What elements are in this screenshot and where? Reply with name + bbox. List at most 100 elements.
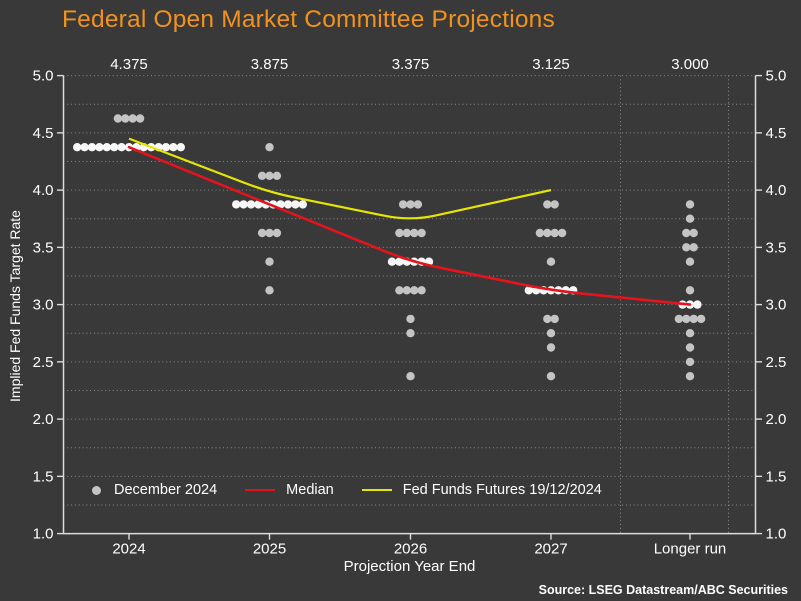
projection-dot (685, 357, 695, 367)
projection-dot (685, 372, 695, 381)
projection-dot (257, 228, 267, 238)
projection-dot (254, 200, 263, 209)
projection-dot (546, 343, 556, 352)
y-tick-label-left: 1.0 (33, 526, 54, 543)
projection-dot (73, 143, 82, 152)
projection-dot (674, 314, 684, 324)
projection-dot (395, 228, 404, 238)
projection-dot (239, 200, 248, 209)
projection-dot (95, 143, 104, 152)
projection-dot (135, 114, 145, 123)
median-top-label: 3.875 (251, 56, 289, 73)
projection-dot (283, 200, 293, 209)
projection-dot (406, 329, 415, 338)
y-tick-label-left: 2.5 (33, 354, 54, 371)
projection-dot (550, 200, 559, 209)
median-line (127, 145, 692, 306)
y-tick-label-left: 4.0 (33, 182, 54, 199)
futures-line-legend-marker (361, 489, 392, 491)
y-tick-label-right: 2.5 (766, 354, 787, 371)
projection-dot (550, 228, 559, 238)
y-tick-label-right: 1.5 (766, 468, 787, 485)
projection-dot (682, 228, 691, 238)
y-tick-label-right: 4.0 (766, 182, 787, 199)
projection-dot (685, 329, 695, 338)
y-tick-label-right: 3.0 (766, 297, 787, 314)
y-tick-label-left: 1.5 (33, 468, 54, 485)
projection-dot (121, 114, 130, 123)
projection-dot (410, 228, 419, 238)
projection-dot (276, 200, 285, 209)
y-tick-label-right: 2.0 (766, 411, 787, 428)
projection-dot (265, 286, 274, 295)
projection-dot (176, 143, 185, 152)
projection-dot (546, 329, 556, 338)
projection-dot (413, 200, 423, 209)
projection-dot (689, 243, 698, 252)
projection-dot (387, 257, 397, 266)
projection-dot (543, 314, 552, 324)
gray-dot-legend-marker (92, 485, 101, 495)
projection-dot (110, 143, 119, 152)
median-top-label: 4.375 (110, 56, 148, 73)
source-note: Source: LSEG Datastream/ABC Securities (538, 583, 788, 597)
x-category-label: 2026 (394, 541, 427, 558)
projection-dot (406, 314, 415, 324)
projection-dot (546, 372, 556, 381)
median-top-label: 3.000 (671, 56, 709, 73)
y-tick-label-right: 5.0 (766, 68, 787, 85)
projection-dot (685, 286, 695, 295)
y-tick-label-left: 2.0 (33, 411, 54, 428)
legend-label-fed-funds-futures: Fed Funds Futures 19/12/2024 (402, 482, 602, 498)
projection-dot (395, 286, 404, 295)
y-axis-title: Implied Fed Funds Target Rate (7, 210, 23, 402)
projection-dot (272, 171, 282, 180)
projection-dot (128, 114, 137, 123)
projection-dot (398, 200, 408, 209)
legend: December 2024 Median Fed Funds Futures 1… (92, 481, 602, 499)
projection-dot (113, 114, 123, 123)
projection-dot (693, 300, 702, 309)
x-category-label: Longer run (654, 541, 727, 558)
projection-dot (682, 243, 691, 252)
projection-dot (682, 314, 691, 324)
median-top-label: 3.375 (392, 56, 430, 73)
projection-dot (232, 200, 241, 209)
projection-dot (543, 200, 552, 209)
median-top-label: 3.125 (532, 56, 570, 73)
projection-dot (410, 286, 419, 295)
projection-dot (685, 200, 695, 209)
projection-dot (696, 314, 706, 324)
x-category-label: 2024 (112, 541, 145, 558)
median-line-legend-marker (245, 489, 276, 491)
x-category-label: 2027 (534, 541, 567, 558)
projection-dot (291, 200, 300, 209)
y-tick-label-left: 4.5 (33, 125, 54, 142)
y-tick-label-left: 3.5 (33, 239, 54, 256)
projection-dot (557, 228, 567, 238)
projection-dot (685, 214, 695, 223)
projection-dot (685, 257, 695, 266)
y-tick-label-right: 3.5 (766, 239, 787, 256)
projection-dot (102, 143, 112, 152)
projection-dot (257, 171, 267, 180)
projection-dot (87, 143, 97, 152)
x-category-label: 2025 (253, 541, 286, 558)
projection-dot (169, 143, 178, 152)
projection-dot (402, 286, 411, 295)
projection-dot (246, 200, 256, 209)
legend-label-december-2024: December 2024 (114, 482, 218, 498)
projection-dot (265, 143, 274, 152)
projection-dot (80, 143, 89, 152)
projection-dot (417, 228, 426, 238)
y-tick-label-left: 5.0 (33, 68, 54, 85)
projection-dot (406, 200, 415, 209)
projection-dot (265, 257, 274, 266)
y-tick-label-right: 4.5 (766, 125, 787, 142)
y-tick-label-left: 3.0 (33, 297, 54, 314)
projection-dot (395, 257, 404, 266)
projection-dot (406, 372, 415, 381)
projection-dot (117, 143, 126, 152)
